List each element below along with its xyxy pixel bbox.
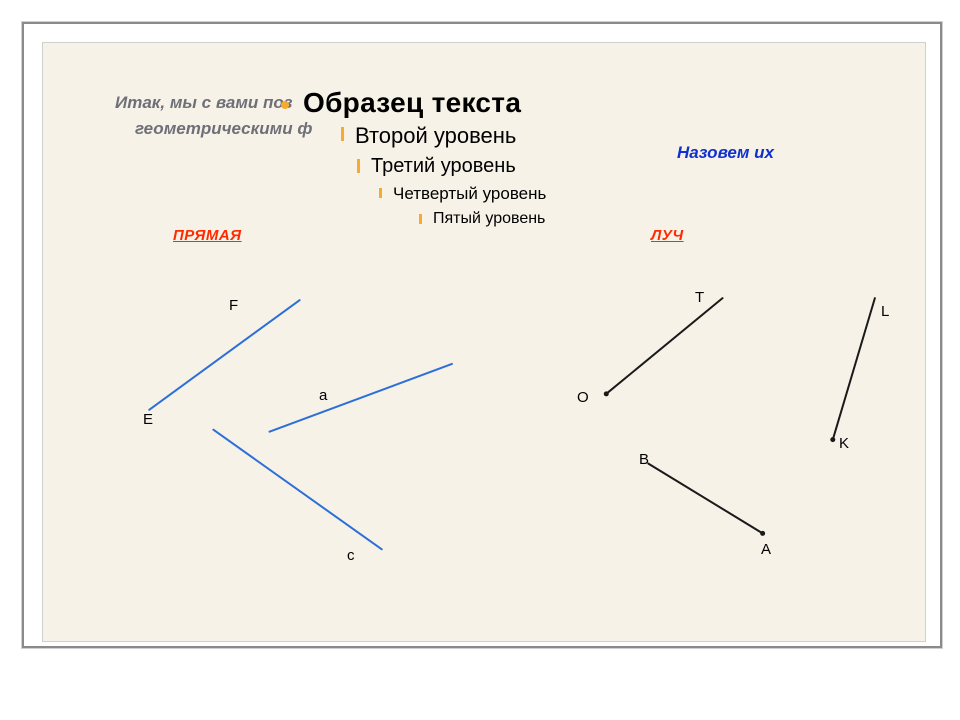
slide-canvas: Итак, мы с вами поз геометрическими ф На… <box>42 42 926 642</box>
point-label-a: a <box>319 387 327 404</box>
geometry-svg <box>43 43 925 641</box>
ray-origin-AB <box>760 531 765 536</box>
line-EF <box>149 300 299 410</box>
ray-origin-KL <box>830 437 835 442</box>
point-label-c: c <box>347 547 355 564</box>
point-label-K: K <box>839 435 849 452</box>
point-label-L: L <box>881 303 889 320</box>
point-label-B: B <box>639 451 649 468</box>
point-label-F: F <box>229 297 238 314</box>
line-a <box>270 364 452 432</box>
line-c <box>213 430 381 550</box>
lines-group-left <box>149 300 452 549</box>
rays-group-right <box>604 298 875 536</box>
ray-origin-OT <box>604 391 609 396</box>
point-label-A: A <box>761 541 771 558</box>
point-label-T: T <box>695 289 704 306</box>
point-label-E: E <box>143 411 153 428</box>
ray-KL <box>833 298 875 440</box>
ray-AB <box>648 464 762 534</box>
outer-frame: Итак, мы с вами поз геометрическими ф На… <box>22 22 942 648</box>
ray-OT <box>606 298 722 394</box>
point-label-O: O <box>577 389 589 406</box>
